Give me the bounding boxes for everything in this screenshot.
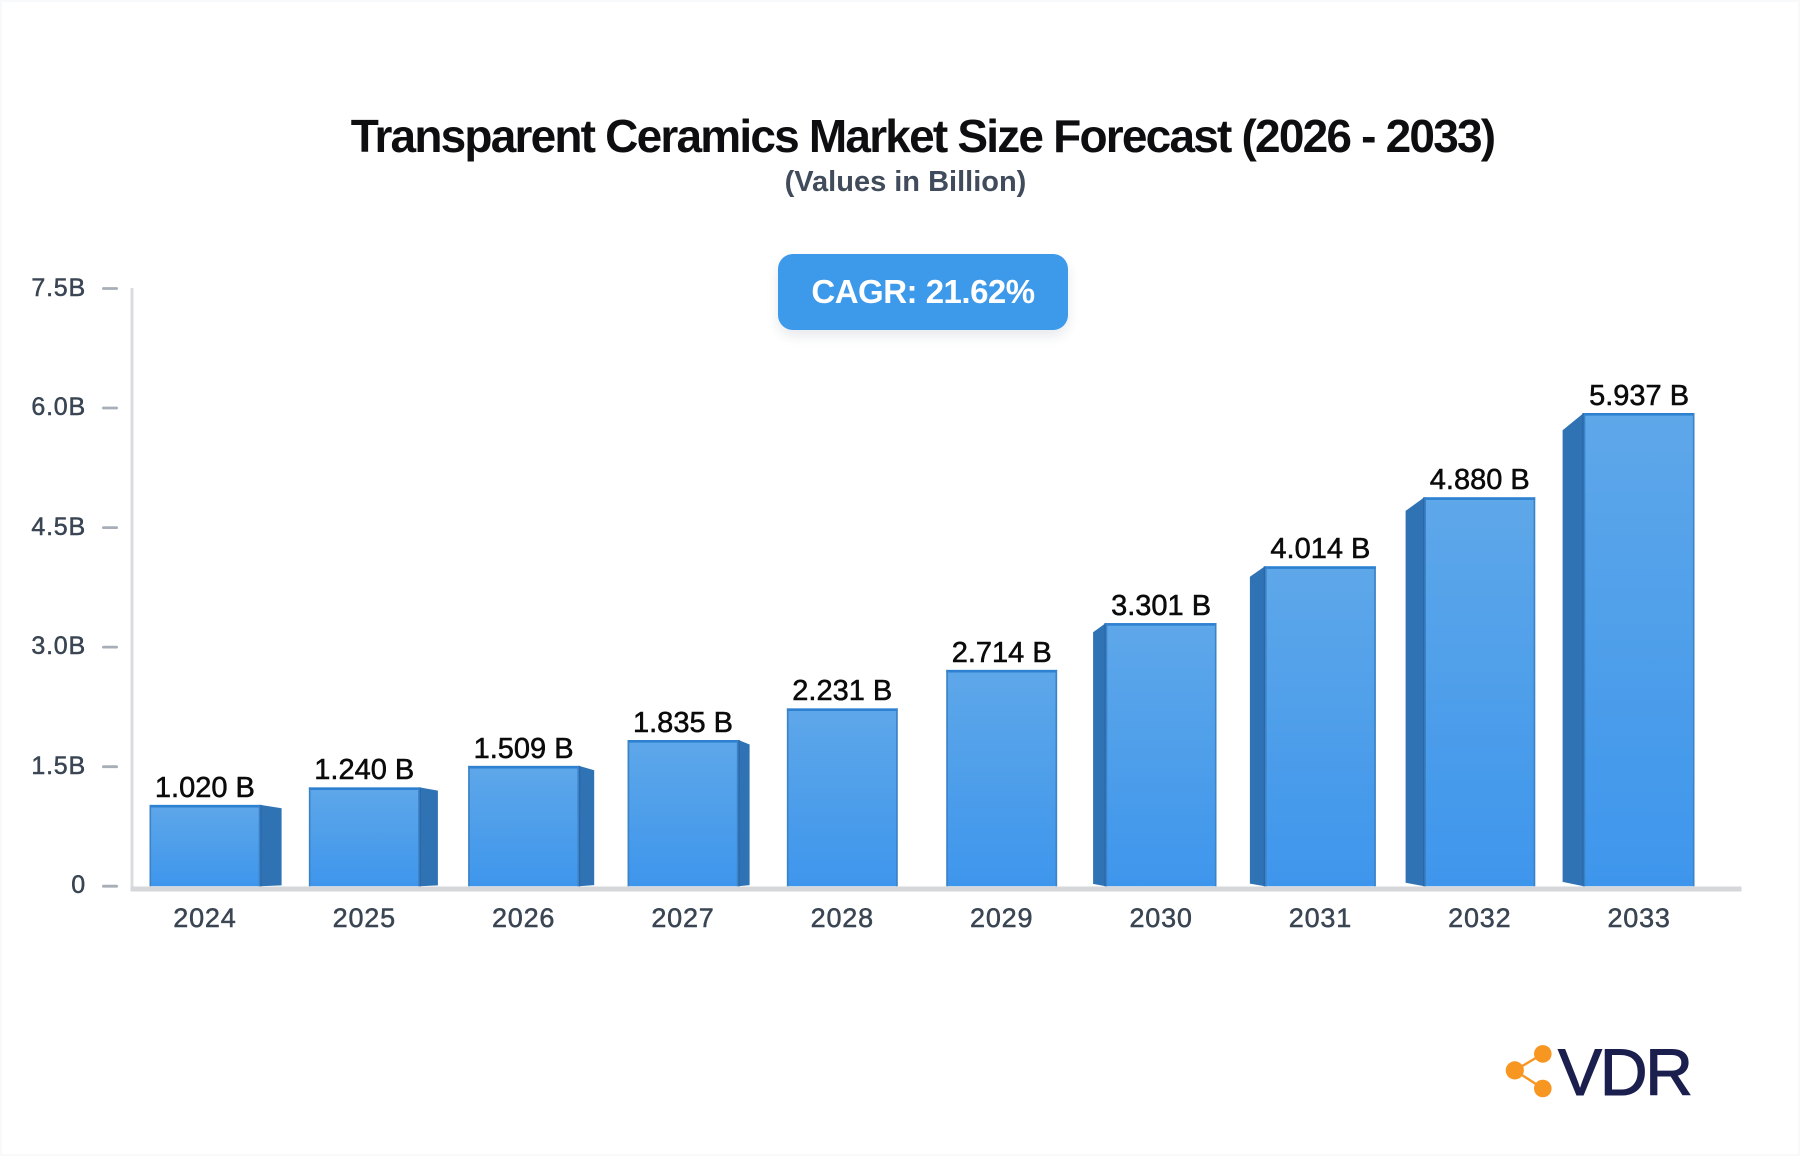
svg-text:VDR: VDR bbox=[1558, 1036, 1691, 1109]
